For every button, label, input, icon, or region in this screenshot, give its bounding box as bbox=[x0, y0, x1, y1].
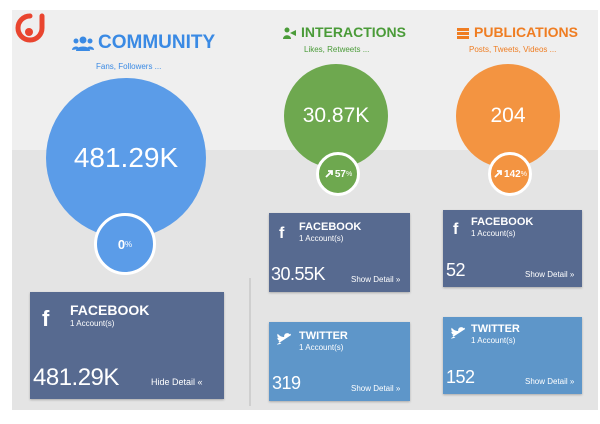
publications-change-unit: % bbox=[520, 170, 527, 178]
community-title-text: COMMUNITY bbox=[98, 32, 216, 53]
card-name: TWITTER bbox=[471, 323, 520, 335]
publications-title: PUBLICATIONS bbox=[456, 24, 578, 40]
card-accounts: 1 Account(s) bbox=[70, 319, 115, 328]
interactions-twitter-card: TWITTER 1 Account(s) 319 Show Detail » bbox=[269, 322, 410, 401]
community-change-value: 0 bbox=[117, 236, 126, 252]
community-total: 481.29K bbox=[73, 142, 179, 173]
card-value: 319 bbox=[272, 373, 301, 393]
interactions-facebook-card: f FACEBOOK 1 Account(s) 30.55K Show Deta… bbox=[269, 213, 410, 292]
community-title: COMMUNITY bbox=[72, 32, 215, 54]
show-detail-link[interactable]: Show Detail » bbox=[351, 275, 401, 284]
card-value: 152 bbox=[446, 367, 475, 387]
interactions-title-text: INTERACTIONS bbox=[301, 24, 406, 40]
card-value: 481.29K bbox=[33, 364, 119, 391]
publications-twitter-card: TWITTER 1 Account(s) 152 Show Detail » bbox=[443, 317, 582, 394]
card-name: FACEBOOK bbox=[299, 221, 362, 233]
community-facebook-card: f FACEBOOK 1 Account(s) 481.29K Hide Det… bbox=[30, 292, 224, 399]
facebook-f-icon: f bbox=[42, 306, 50, 331]
card-accounts: 1 Account(s) bbox=[471, 336, 516, 345]
card-name: FACEBOOK bbox=[471, 216, 534, 228]
hide-detail-link[interactable]: Hide Detail « bbox=[151, 377, 203, 387]
publications-change-value: 142 bbox=[504, 168, 521, 180]
users-icon bbox=[72, 36, 94, 51]
card-value: 52 bbox=[446, 260, 466, 280]
card-accounts: 1 Account(s) bbox=[299, 343, 344, 352]
community-change-unit: % bbox=[125, 239, 133, 249]
interactions-circle: 30.87K bbox=[284, 64, 388, 168]
show-detail-link[interactable]: Show Detail » bbox=[351, 384, 401, 393]
publications-subtitle: Posts, Tweets, Videos ... bbox=[469, 45, 557, 54]
facebook-f-icon: f bbox=[453, 221, 459, 238]
publications-change-badge: 142% bbox=[488, 152, 532, 196]
column-divider bbox=[249, 278, 251, 406]
arrow-up-right-icon bbox=[325, 170, 333, 178]
show-detail-link[interactable]: Show Detail » bbox=[525, 270, 575, 279]
community-subtitle: Fans, Followers ... bbox=[96, 62, 162, 71]
community-circle: 481.29K bbox=[46, 78, 206, 238]
interactions-title: INTERACTIONS bbox=[283, 24, 406, 40]
stack-icon bbox=[457, 28, 469, 40]
interactions-change-badge: 57% bbox=[316, 152, 360, 196]
publications-facebook-card: f FACEBOOK 1 Account(s) 52 Show Detail » bbox=[443, 210, 582, 287]
show-detail-link[interactable]: Show Detail » bbox=[525, 377, 575, 386]
card-name: FACEBOOK bbox=[70, 302, 150, 318]
twitter-bird-icon bbox=[277, 333, 291, 345]
card-value: 30.55K bbox=[271, 264, 326, 284]
handshake-icon bbox=[283, 27, 296, 40]
publications-title-text: PUBLICATIONS bbox=[474, 24, 578, 40]
facebook-f-icon: f bbox=[279, 225, 285, 242]
card-accounts: 1 Account(s) bbox=[299, 234, 344, 243]
interactions-total: 30.87K bbox=[302, 104, 370, 127]
interactions-subtitle: Likes, Retweets ... bbox=[304, 45, 370, 54]
card-name: TWITTER bbox=[299, 330, 348, 342]
arrow-up-right-icon bbox=[494, 170, 502, 178]
brand-logo bbox=[15, 13, 45, 43]
publications-total: 204 bbox=[490, 104, 526, 127]
interactions-change-unit: % bbox=[345, 170, 353, 178]
interactions-change-value: 57 bbox=[334, 168, 346, 180]
community-change-badge: 0% bbox=[94, 213, 156, 275]
twitter-bird-icon bbox=[451, 327, 465, 339]
card-accounts: 1 Account(s) bbox=[471, 229, 516, 238]
publications-circle: 204 bbox=[456, 64, 560, 168]
